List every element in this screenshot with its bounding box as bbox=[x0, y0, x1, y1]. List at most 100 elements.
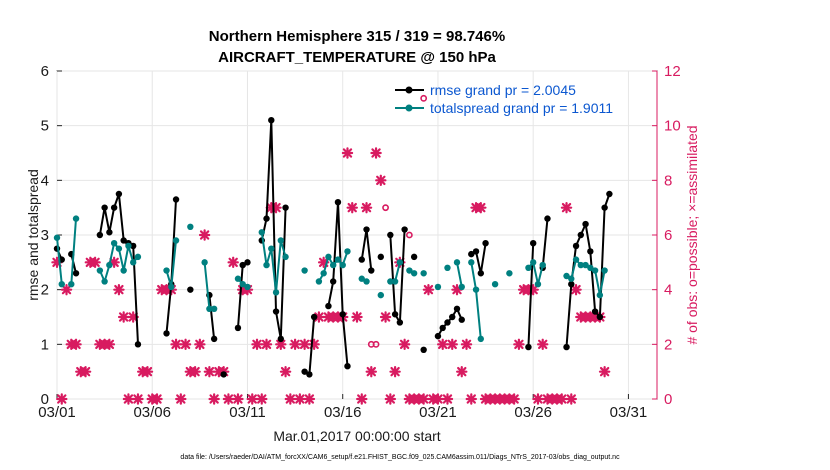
series-0-point-65 bbox=[363, 226, 370, 233]
series-0-point-35 bbox=[220, 371, 227, 378]
series-1-point-38 bbox=[234, 275, 242, 282]
series-0-point-108 bbox=[568, 281, 575, 288]
series-0-point-110 bbox=[577, 231, 585, 239]
series-1-point-43 bbox=[258, 229, 265, 236]
series-0-point-13 bbox=[115, 190, 123, 198]
obs-assimilated-marker-33 bbox=[208, 393, 220, 405]
series-1-point-56 bbox=[320, 270, 327, 277]
series-1-point-70 bbox=[387, 278, 394, 285]
series-0-point-40 bbox=[244, 259, 251, 266]
series-0-point-59 bbox=[334, 199, 342, 206]
obs-assimilated-marker-19 bbox=[141, 365, 154, 378]
series-1-point-14 bbox=[120, 267, 127, 274]
obs-assimilated-marker-78 bbox=[422, 283, 435, 296]
obs-assimilated-marker-49 bbox=[284, 393, 297, 405]
obs-assimilated-marker-27 bbox=[179, 338, 192, 351]
series-0-point-72 bbox=[396, 319, 404, 326]
obs-assimilated-marker-107 bbox=[560, 201, 573, 214]
series-0-point-77 bbox=[420, 346, 427, 353]
obs-assimilated-marker-83 bbox=[446, 338, 458, 351]
series-0-point-11 bbox=[106, 229, 113, 236]
obs-assimilated-marker-50 bbox=[289, 338, 301, 351]
series-1-point-108 bbox=[568, 275, 575, 282]
series-1-point-0 bbox=[53, 234, 61, 241]
series-0-point-54 bbox=[310, 313, 318, 321]
obs-assimilated-marker-102 bbox=[537, 338, 549, 351]
series-0-point-48 bbox=[282, 204, 289, 211]
y2-tick-label-4: 8 bbox=[664, 172, 672, 189]
x-tick-label-1: 03/06 bbox=[133, 404, 171, 421]
series-1-point-9 bbox=[96, 267, 104, 274]
series-0-point-38 bbox=[234, 324, 242, 332]
obs-assimilated-marker-63 bbox=[351, 311, 363, 323]
obs-assimilated-marker-2 bbox=[60, 283, 73, 296]
obs-assimilated-marker-64 bbox=[356, 393, 368, 405]
bottom-axis-ticks: 03/01 03/06 03/11 03/16 03/21 03/26 03/31 bbox=[38, 394, 647, 421]
obs-assimilated-marker-66 bbox=[365, 365, 377, 378]
obs-assimilated-marker-86 bbox=[460, 338, 473, 351]
series-1-point-92 bbox=[491, 281, 499, 288]
obs-assimilated-marker-36 bbox=[222, 393, 235, 405]
series-1-point-15 bbox=[125, 242, 132, 250]
series-1-point-46 bbox=[272, 289, 280, 296]
series-1-point-47 bbox=[277, 237, 285, 244]
legend-spread-label: totalspread grand pr = 1.9011 bbox=[430, 100, 613, 116]
series-1-point-60 bbox=[339, 261, 346, 269]
series-0-point-4 bbox=[72, 270, 80, 277]
series-1-point-115 bbox=[601, 267, 608, 274]
obs-assimilated-marker-1 bbox=[56, 393, 68, 405]
series-1-point-101 bbox=[534, 281, 542, 288]
y-tick-label-2: 2 bbox=[41, 282, 49, 299]
series-1-point-112 bbox=[587, 264, 594, 271]
y-axis-label-left: rmse and totalspread bbox=[25, 169, 41, 301]
obs-assimilated-marker-31 bbox=[198, 229, 211, 241]
obs-assimilated-marker-65 bbox=[360, 201, 373, 214]
y2-tick-label-0: 0 bbox=[664, 391, 672, 408]
series-1-point-52 bbox=[301, 267, 308, 274]
obs-assimilated-marker-44 bbox=[260, 338, 273, 351]
y-tick-label-6: 6 bbox=[41, 63, 49, 80]
series-1-point-55 bbox=[315, 278, 323, 285]
obs-assimilated-marker-30 bbox=[194, 338, 206, 351]
series-0-point-33 bbox=[210, 335, 218, 343]
y-tick-label-1: 1 bbox=[41, 336, 49, 353]
series-1-point-82 bbox=[444, 264, 451, 271]
series-1-point-72 bbox=[396, 259, 404, 266]
series-0-point-68 bbox=[377, 253, 385, 261]
series-1-point-114 bbox=[596, 291, 604, 299]
series-1-point-111 bbox=[582, 261, 589, 269]
series-0-point-99 bbox=[525, 343, 532, 351]
y-axis-label-right: # of obs: o=possible; ×=assimilated bbox=[684, 125, 700, 344]
obs-assimilated-marker-89 bbox=[475, 201, 487, 214]
series-0-point-90 bbox=[482, 240, 489, 247]
obs-assimilated-marker-15 bbox=[122, 393, 135, 405]
x-tick-label-6: 03/31 bbox=[610, 404, 648, 421]
series-0-point-89 bbox=[477, 270, 485, 277]
obs-assimilated-marker-68 bbox=[375, 174, 387, 187]
right-axis-ticks: 0 2 4 6 8 10 12 bbox=[652, 63, 681, 408]
series-0-point-39 bbox=[239, 261, 246, 269]
obs-assimilated-marker-70 bbox=[384, 393, 397, 405]
series-1-point-32 bbox=[206, 305, 213, 312]
series-1-point-13 bbox=[115, 245, 123, 252]
series-0-point-61 bbox=[344, 363, 351, 370]
series-0-point-46 bbox=[272, 308, 280, 315]
obs-assimilated-marker-41 bbox=[246, 393, 258, 405]
series-1-point-44 bbox=[263, 261, 270, 269]
obs-assimilated-marker-42 bbox=[251, 338, 263, 351]
x-tick-label-4: 03/21 bbox=[419, 404, 457, 421]
obs-assimilated-marker-97 bbox=[513, 338, 525, 351]
obs-assimilated-marker-29 bbox=[189, 365, 201, 378]
series-1-point-65 bbox=[363, 278, 370, 285]
obs-assimilated-marker-47 bbox=[275, 338, 287, 351]
legend-spread-marker bbox=[405, 104, 413, 112]
series-0-point-60 bbox=[339, 311, 346, 318]
obs-possible-marker-1 bbox=[372, 340, 380, 348]
obs-assimilated-marker-87 bbox=[465, 393, 477, 405]
series-1-point-75 bbox=[410, 270, 418, 277]
series-1-point-4 bbox=[72, 215, 80, 222]
series-1-point-64 bbox=[358, 275, 365, 282]
series-0-point-16 bbox=[129, 242, 137, 250]
series-0-point-23 bbox=[163, 330, 170, 337]
